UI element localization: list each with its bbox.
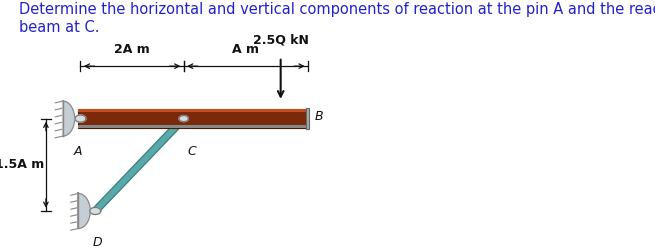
Text: A: A xyxy=(74,145,83,159)
Polygon shape xyxy=(79,109,306,112)
Text: C: C xyxy=(188,145,196,159)
Polygon shape xyxy=(79,109,306,128)
Polygon shape xyxy=(90,207,101,214)
Text: 2A m: 2A m xyxy=(114,43,150,56)
Text: Determine the horizontal and vertical components of reaction at the pin A and th: Determine the horizontal and vertical co… xyxy=(20,3,655,35)
Polygon shape xyxy=(79,125,306,128)
Text: D: D xyxy=(92,236,102,249)
Text: B: B xyxy=(314,110,323,122)
Text: 2.5Q kN: 2.5Q kN xyxy=(253,34,309,47)
Text: A m: A m xyxy=(233,43,259,56)
Polygon shape xyxy=(306,108,309,129)
Text: 1.5A m: 1.5A m xyxy=(0,158,44,171)
Polygon shape xyxy=(92,117,187,212)
Polygon shape xyxy=(63,101,75,136)
Polygon shape xyxy=(179,116,189,122)
Polygon shape xyxy=(79,194,90,229)
Polygon shape xyxy=(75,115,86,122)
